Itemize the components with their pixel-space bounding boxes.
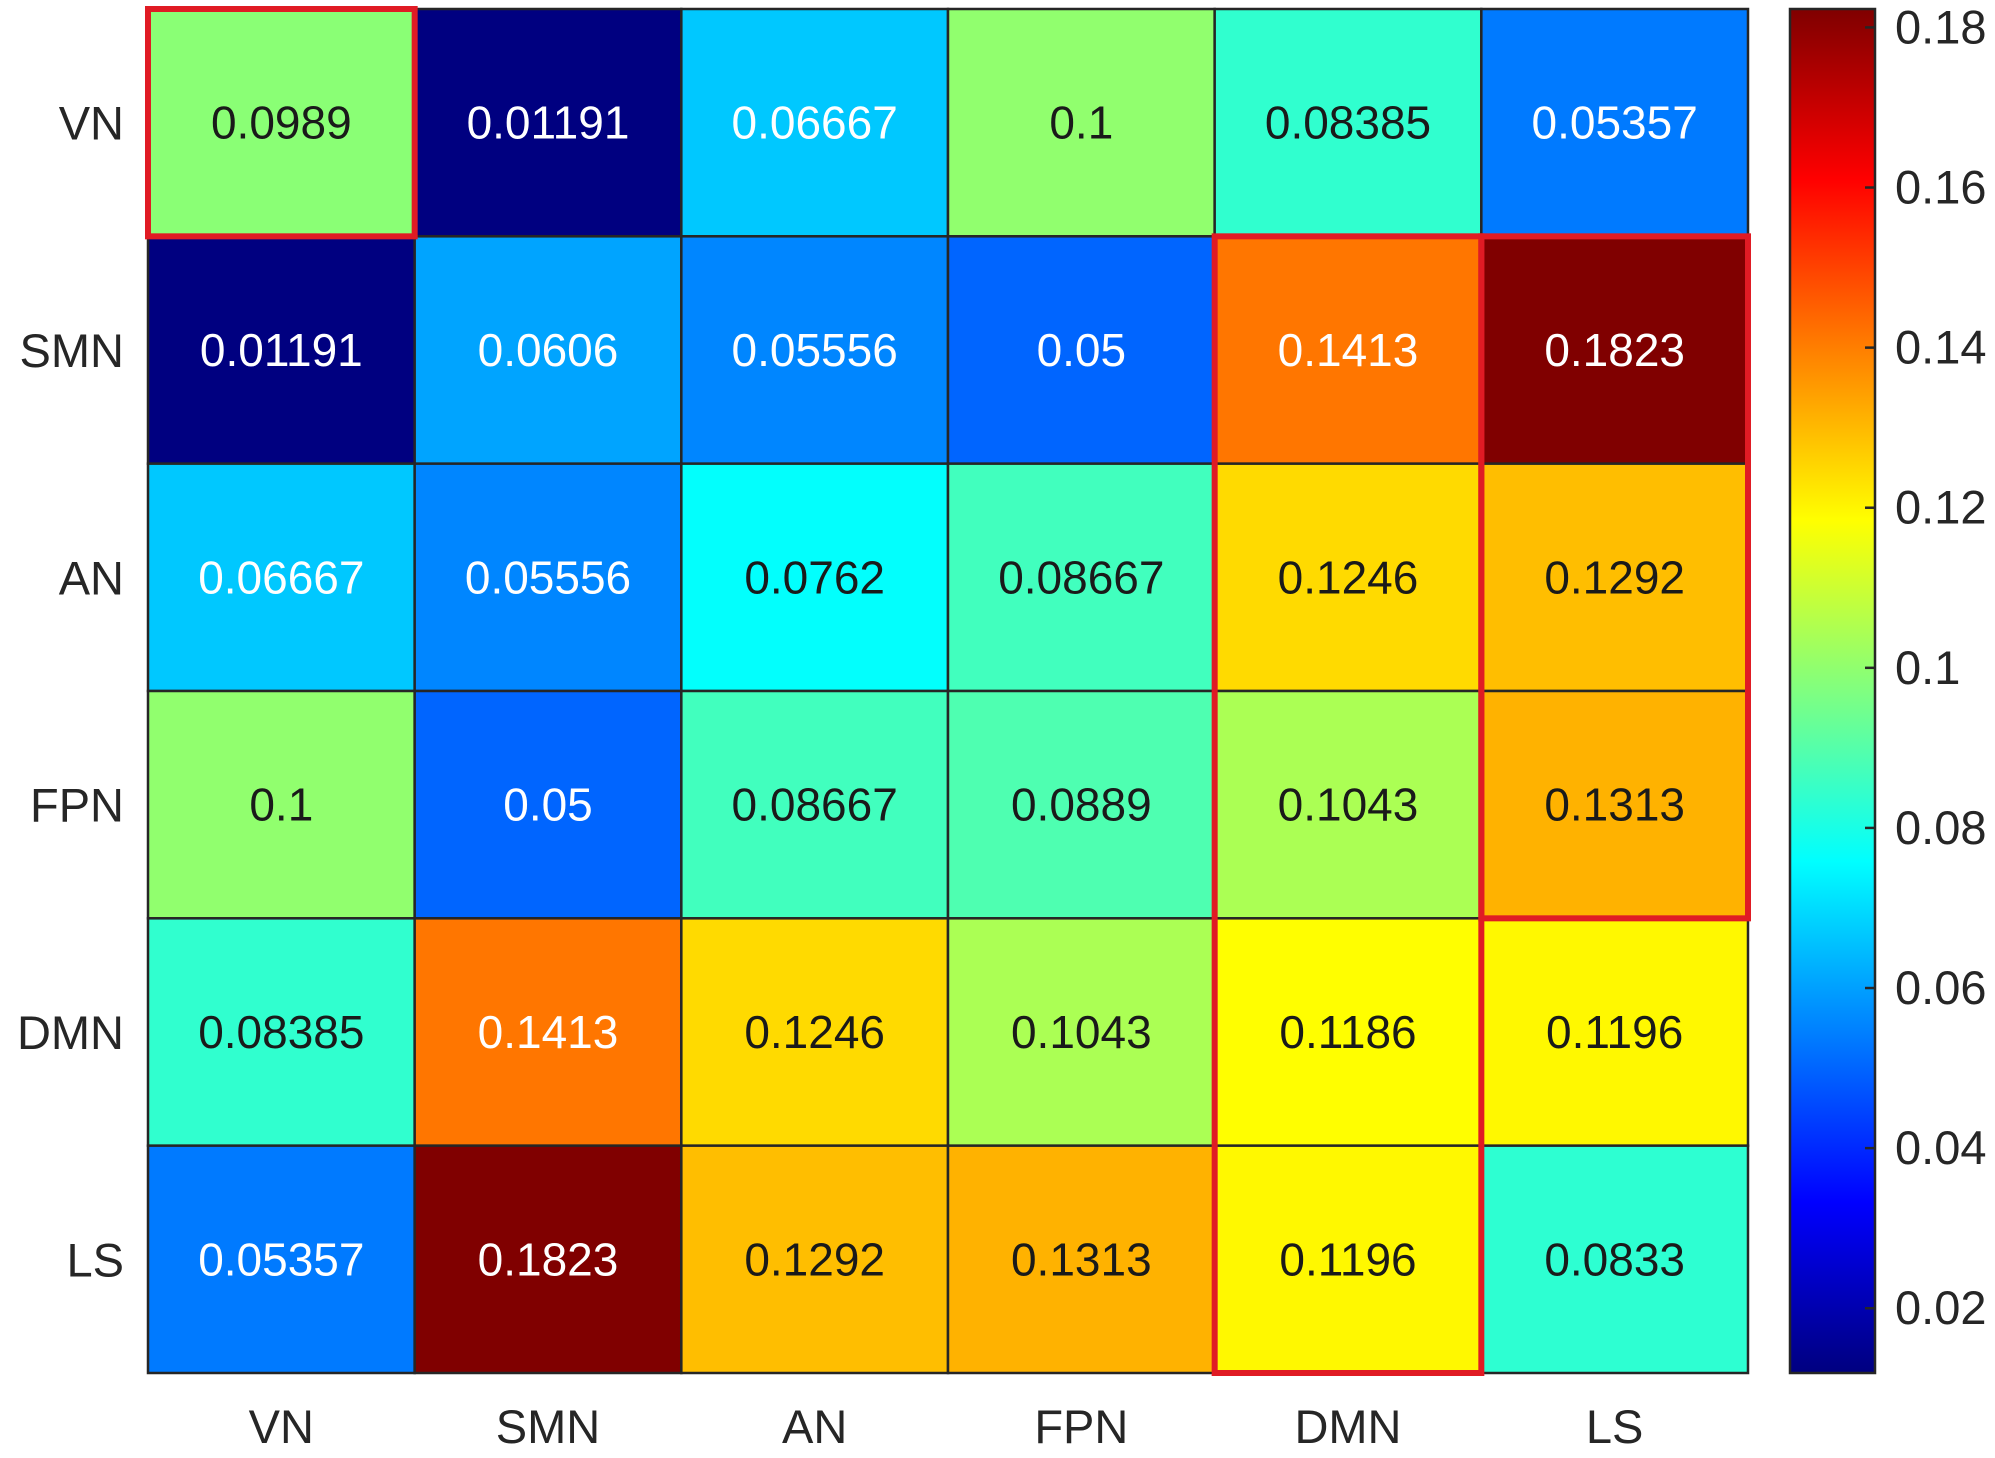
cell-value-label: 0.1823 (1544, 324, 1685, 376)
cell-value-label: 0.05556 (732, 324, 898, 376)
cell-value-label: 0.1196 (1279, 1233, 1416, 1285)
cell-value-label: 0.1823 (478, 1233, 619, 1285)
highlight-boxes (145, 6, 1752, 1376)
cell-value-label: 0.01191 (200, 324, 363, 376)
cell-value-label: 0.08385 (198, 1006, 364, 1058)
cell-value-label: 0.1196 (1546, 1006, 1683, 1058)
colorbar-tick-label: 0.1 (1895, 641, 1960, 694)
cell-value-label: 0.05357 (1532, 97, 1698, 149)
cell-value-label: 0.1 (1049, 97, 1113, 149)
heatmap-cell (146, 1144, 416, 1375)
cell-value-label: 0.0606 (478, 324, 619, 376)
y-tick-label: DMN (17, 1006, 124, 1059)
heatmap-cell (946, 1144, 1216, 1375)
cell-value-label: 0.1 (249, 779, 313, 831)
colorbar-tick-label: 0.14 (1895, 321, 1986, 374)
heatmap-cell (946, 235, 1216, 465)
y-axis-tick-labels: VN SMN AN FPN DMN LS (17, 97, 124, 1287)
heatmap-cell (1213, 7, 1483, 238)
y-tick-label: AN (59, 551, 124, 604)
heatmap-cell (146, 689, 416, 920)
cell-value-label: 0.0989 (211, 97, 352, 149)
x-tick-label: VN (249, 1400, 314, 1453)
heatmap-cell (680, 7, 950, 238)
cell-value-label: 0.05556 (465, 551, 631, 603)
heatmap-cell (146, 917, 416, 1147)
heatmap-cell (413, 462, 683, 693)
colorbar-tick-label: 0.18 (1895, 0, 1986, 53)
heatmap-cell (1213, 462, 1483, 693)
colorbar-tick-label: 0.08 (1895, 801, 1986, 854)
cell-value-label: 0.05357 (198, 1233, 364, 1285)
y-tick-label: LS (67, 1233, 125, 1286)
highlight-box (1478, 233, 1752, 922)
colorbar-tick-label: 0.06 (1895, 961, 1986, 1014)
heatmap-cell (1480, 917, 1750, 1147)
heatmap-cell (946, 462, 1216, 693)
cell-value-label: 0.0889 (1011, 779, 1152, 831)
cell-value-label: 0.1246 (744, 1006, 885, 1058)
heatmap-cell-labels: 0.0989 0.01191 0.06667 0.1 0.08385 0.05357 0.0… (198, 97, 1698, 1286)
x-tick-label: AN (782, 1400, 847, 1453)
x-tick-label: FPN (1034, 1400, 1128, 1453)
heatmap-cell (1213, 917, 1483, 1147)
heatmap-cell (680, 689, 950, 920)
cell-value-label: 0.06667 (198, 551, 364, 603)
y-tick-label: VN (59, 97, 124, 150)
heatmap-cell (413, 235, 683, 465)
heatmap-cell (680, 462, 950, 693)
cell-value-label: 0.08385 (1265, 97, 1431, 149)
cell-value-label: 0.1292 (1544, 551, 1685, 603)
heatmap-cell (946, 7, 1216, 238)
cell-value-label: 0.05 (503, 779, 593, 831)
colorbar: 0.02 0.04 0.06 0.08 0.1 0.12 0.14 0.16 0.18 (1788, 0, 1986, 1375)
cell-value-label: 0.1413 (478, 1006, 619, 1058)
x-tick-label: SMN (496, 1400, 600, 1453)
heatmap-cell (1480, 1144, 1750, 1375)
cell-value-label: 0.05 (1037, 324, 1127, 376)
y-tick-label: SMN (20, 324, 124, 377)
cell-value-label: 0.0762 (744, 551, 885, 603)
heatmap-cell (680, 917, 950, 1147)
heatmap-cells (146, 7, 1750, 1375)
cell-value-label: 0.1313 (1544, 779, 1685, 831)
heatmap-cell (946, 689, 1216, 920)
x-axis-tick-labels: VN SMN AN FPN DMN LS (249, 1400, 1644, 1453)
x-tick-label: LS (1586, 1400, 1644, 1453)
cell-value-label: 0.0833 (1544, 1233, 1685, 1285)
heatmap-cell (1480, 7, 1750, 238)
cell-value-label: 0.1186 (1279, 1006, 1416, 1058)
cell-value-label: 0.1043 (1278, 779, 1419, 831)
cell-value-label: 0.1313 (1011, 1233, 1152, 1285)
cell-value-label: 0.1413 (1278, 324, 1419, 376)
heatmap-cell (1213, 1144, 1483, 1375)
colorbar-tick-label: 0.02 (1895, 1281, 1986, 1334)
cell-value-label: 0.08667 (732, 779, 898, 831)
cell-value-label: 0.1246 (1278, 551, 1419, 603)
colorbar-tick-label: 0.12 (1895, 481, 1986, 534)
heatmap-cell (413, 7, 683, 238)
heatmap-cell (946, 917, 1216, 1147)
x-tick-label: DMN (1294, 1400, 1401, 1453)
cell-value-label: 0.01191 (467, 97, 630, 149)
heatmap-cell (146, 7, 416, 238)
y-tick-label: FPN (30, 779, 124, 832)
highlight-box (145, 6, 418, 240)
cell-value-label: 0.1292 (744, 1233, 885, 1285)
heatmap-cell (413, 689, 683, 920)
cell-value-label: 0.08667 (998, 551, 1164, 603)
heatmap-cell (146, 462, 416, 693)
cell-value-label: 0.1043 (1011, 1006, 1152, 1058)
colorbar-tick-label: 0.04 (1895, 1121, 1986, 1174)
colorbar-gradient (1788, 7, 1877, 1375)
cell-value-label: 0.06667 (732, 97, 898, 149)
heatmap-cell (1213, 689, 1483, 920)
colorbar-tick-label: 0.16 (1895, 161, 1986, 214)
heatmap-cell (1480, 235, 1750, 465)
